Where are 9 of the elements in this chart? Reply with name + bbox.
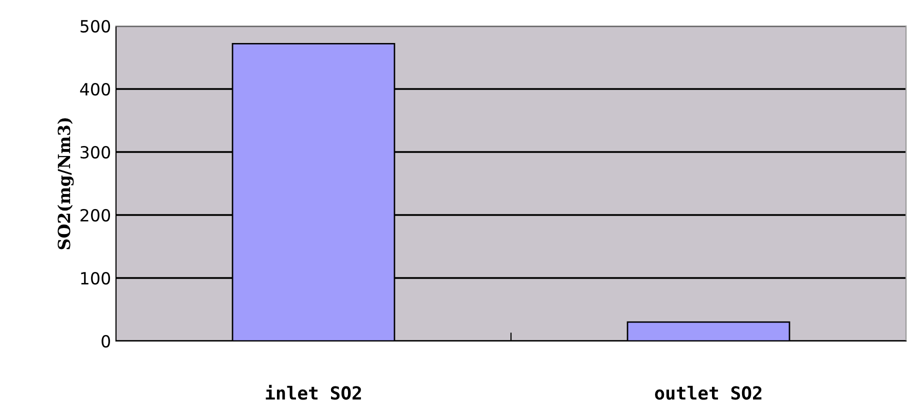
x-tick-label: inlet SO2 — [266, 384, 361, 400]
y-axis-title: SO2(mg/Nm3) — [57, 118, 74, 250]
y-tick-label: 100 — [81, 272, 110, 285]
y-tick-label: 500 — [80, 20, 110, 33]
x-tick-label: outlet SO2 — [655, 386, 762, 400]
y-tick-label: 200 — [80, 208, 110, 222]
y-tick-label: 0 — [102, 334, 110, 348]
y-tick-label: 300 — [80, 146, 110, 159]
y-tick-label: 400 — [80, 82, 110, 96]
